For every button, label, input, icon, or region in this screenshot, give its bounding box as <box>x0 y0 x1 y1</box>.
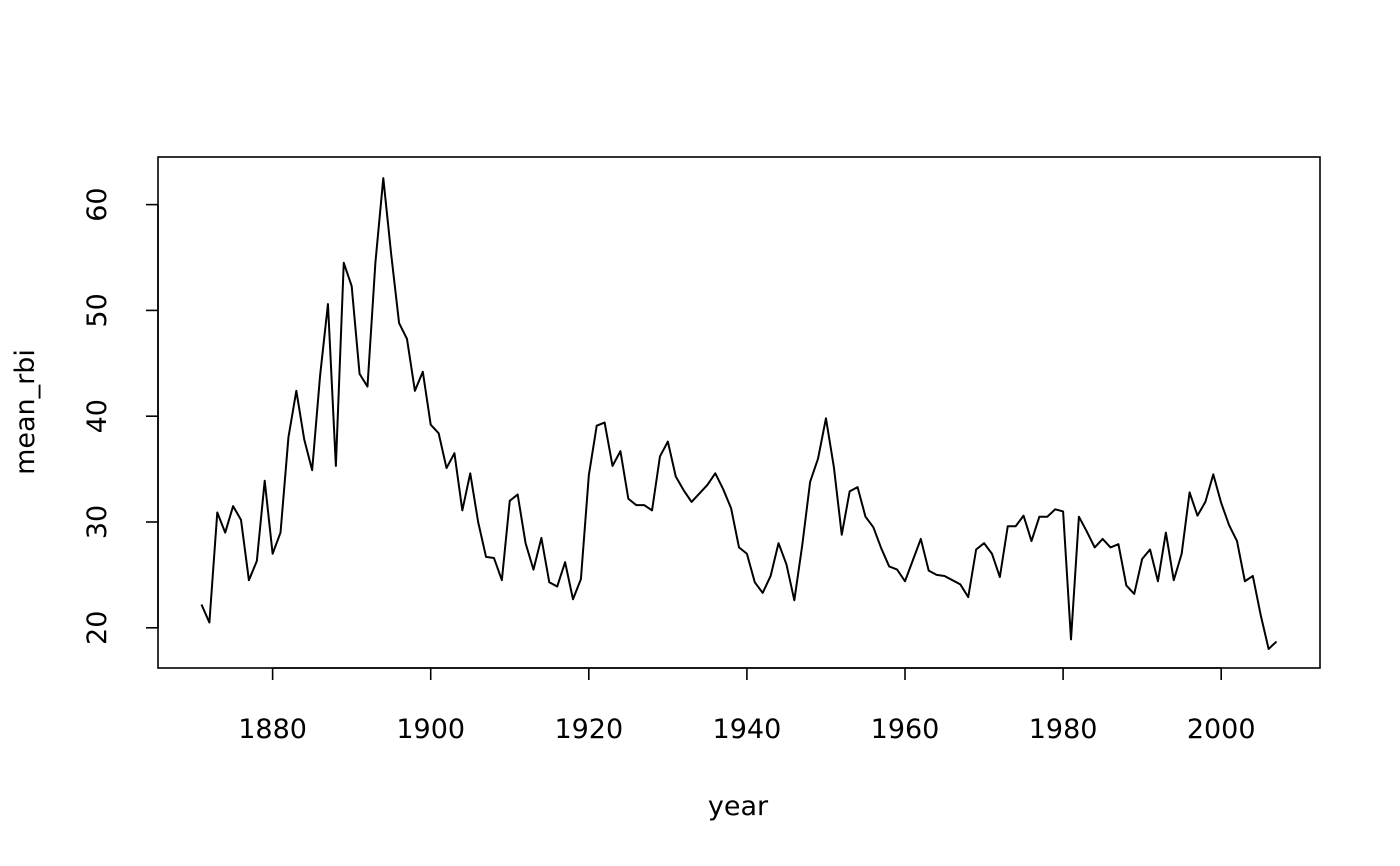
x-axis: 1880 1900 1920 1940 1960 1980 2000 <box>238 667 1256 745</box>
y-axis-label: mean_rbi <box>10 349 41 475</box>
y-tick-label: 20 <box>82 611 113 645</box>
x-tick-label: 1980 <box>1029 714 1098 745</box>
x-tick-label: 1960 <box>871 714 940 745</box>
x-axis-label: year <box>708 791 769 822</box>
y-axis: 20 30 40 50 60 <box>82 187 159 645</box>
x-tick-label: 1900 <box>396 714 465 745</box>
x-tick-label: 2000 <box>1187 714 1256 745</box>
x-tick-label: 1920 <box>554 714 623 745</box>
series-line-mean-rbi <box>200 177 1278 650</box>
y-tick-label: 40 <box>82 399 113 433</box>
y-tick-label: 50 <box>82 293 113 327</box>
x-tick-label: 1880 <box>238 714 307 745</box>
x-tick-label: 1940 <box>713 714 782 745</box>
y-tick-label: 60 <box>82 187 113 221</box>
y-tick-label: 30 <box>82 505 113 539</box>
